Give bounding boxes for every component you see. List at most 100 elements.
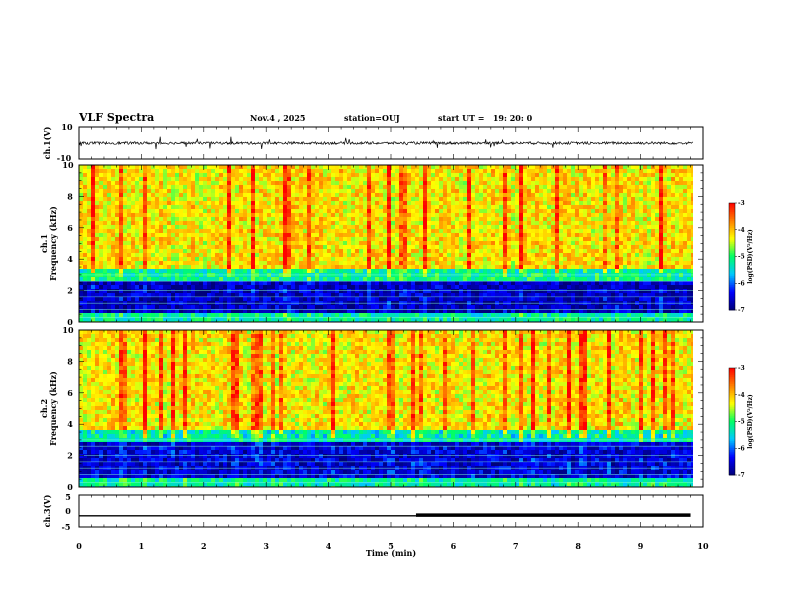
spectrogram-cell [283,201,288,206]
spectrogram-cell [467,189,472,194]
spectrogram-cell [435,173,440,178]
spectrogram-cell [511,289,516,294]
spectrogram-cell [383,285,388,290]
spectrogram-cell [391,205,396,210]
spectrogram-cell [219,229,224,234]
spectrogram-cell [571,249,576,254]
spectrogram-cell [107,221,112,226]
spectrogram-cell [123,213,128,218]
spectrogram-cell [519,297,524,302]
spectrogram-cell [391,293,396,298]
spectrogram-cell [467,313,472,318]
spectrogram-cell [439,173,444,178]
spectrogram-cell [175,297,180,302]
spectrogram-cell [159,261,164,266]
spectrogram-cell [175,313,180,318]
spectrogram-cell [447,205,452,210]
spectrogram-cell [283,205,288,210]
spectrogram-cell [447,253,452,258]
spectrogram-cell [219,277,224,282]
spectrogram-cell [375,269,380,274]
spectrogram-cell [171,253,176,258]
spectrogram-cell [211,225,216,230]
spectrogram-cell [247,213,252,218]
spectrogram-cell [571,237,576,242]
spectrogram-cell [139,285,144,290]
spectrogram-cell [391,261,396,266]
spectrogram-cell [527,205,532,210]
spectrogram-cell [179,165,184,170]
spectrogram-cell [91,169,96,174]
spectrogram-cell [271,313,276,318]
spectrogram-cell [439,193,444,198]
spectrogram-cell [411,177,416,182]
spectrogram-cell [207,257,212,262]
spectrogram-cell [331,233,336,238]
spectrogram-cell [107,277,112,282]
spectrogram-cell [187,313,192,318]
spectrogram-cell [267,193,272,198]
spectrogram-cell [467,317,472,322]
chart-start-ut: start UT = 19: 20: 0 [438,113,533,123]
spectrogram-cell [343,293,348,298]
spectrogram-cell [495,309,500,314]
spectrogram-cell [475,269,480,274]
spectrogram-cell [163,177,168,182]
spectrogram-cell [231,225,236,230]
spectrogram-cell [143,281,148,286]
spectrogram-cell [139,257,144,262]
spectrogram-cell [335,193,340,198]
spectrogram-cell [207,253,212,258]
spectrogram-cell [475,241,480,246]
spectrogram-cell [151,309,156,314]
spectrogram-cell [443,233,448,238]
spectrogram-cell [267,189,272,194]
spectrogram-cell [555,225,560,230]
spectrogram-cell [91,225,96,230]
spectrogram-cell [419,309,424,314]
spectrogram-cell [355,289,360,294]
spectrogram-cell [571,293,576,298]
spectrogram-cell [507,233,512,238]
spectrogram-cell [219,289,224,294]
spectrogram-cell [347,269,352,274]
spectrogram-cell [163,317,168,322]
spectrogram-cell [447,245,452,250]
spectrogram-cell [495,317,500,322]
spectrogram-cell [203,209,208,214]
spectrogram-cell [483,201,488,206]
spectrogram-cell [455,173,460,178]
spectrogram-cell [91,193,96,198]
spectrogram-cell [367,289,372,294]
spectrogram-cell [235,249,240,254]
spectrogram-cell [91,269,96,274]
spectrogram-cell [87,193,92,198]
spectrogram-cell [275,305,280,310]
spectrogram-cell [503,265,508,270]
spectrogram-cell [267,237,272,242]
spectrogram-cell [87,229,92,234]
spectrogram-cell [155,185,160,190]
spectrogram-cell [551,185,556,190]
spectrogram-cell [235,173,240,178]
spectrogram-cell [431,213,436,218]
spectrogram-cell [459,229,464,234]
spectrogram-cell [571,285,576,290]
spectrogram-cell [315,277,320,282]
spectrogram-cell [539,249,544,254]
spectrogram-cell [359,229,364,234]
spectrogram-cell [131,257,136,262]
spectrogram-cell [79,281,84,286]
spectrogram-cell [159,217,164,222]
spectrogram-cell [195,281,200,286]
spectrogram-cell [419,181,424,186]
spectrogram-cell [331,281,336,286]
spectrogram-cell [311,189,316,194]
spectrogram-cell [307,205,312,210]
spectrogram-cell [347,233,352,238]
spectrogram-cell [87,313,92,318]
spectrogram-cell [519,249,524,254]
spectrogram-cell [551,205,556,210]
spectrogram-cell [551,285,556,290]
spectrogram-cell [115,181,120,186]
